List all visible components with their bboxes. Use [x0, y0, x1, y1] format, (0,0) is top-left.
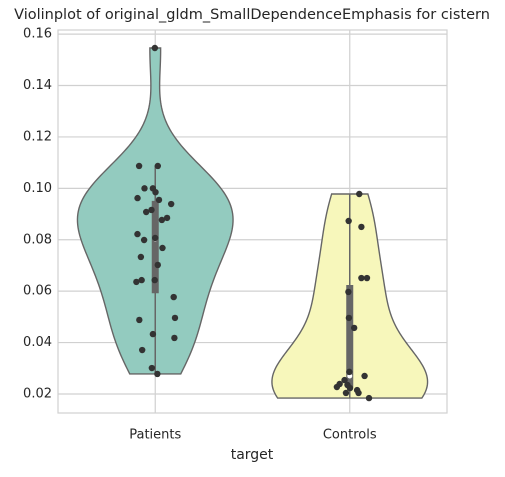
strip-point — [356, 190, 363, 198]
strip-point — [148, 206, 155, 214]
strip-point — [136, 316, 143, 324]
strip-point — [358, 274, 365, 282]
strip-point — [346, 384, 354, 392]
strip-point — [151, 44, 159, 52]
strip-point — [345, 314, 353, 322]
strip-point — [365, 394, 373, 402]
strip-point — [358, 223, 365, 231]
strip-point — [152, 188, 159, 196]
strip-point — [142, 208, 150, 216]
strip-point — [363, 274, 371, 282]
strip-point — [341, 376, 348, 384]
y-tick-label: 0.16 — [23, 27, 52, 42]
x-tick-label: Patients — [129, 428, 181, 443]
strip-point — [151, 276, 158, 284]
y-tick-label: 0.14 — [23, 78, 52, 93]
strip-point — [141, 185, 148, 192]
strip-point — [350, 324, 358, 332]
strip-point — [149, 330, 157, 338]
strip-point — [140, 236, 148, 244]
strip-point — [154, 370, 161, 378]
strip-point — [333, 383, 341, 391]
strip-point — [133, 278, 140, 286]
strip-point — [345, 217, 352, 225]
strip-point — [134, 194, 141, 202]
strip-point — [151, 234, 159, 242]
strip-point — [342, 389, 350, 397]
strip-point — [155, 196, 163, 204]
strip-point — [154, 261, 161, 269]
strip-point — [158, 216, 166, 224]
strip-point — [138, 346, 146, 354]
y-tick-label: 0.12 — [23, 129, 52, 144]
strip-point — [171, 314, 179, 322]
y-tick-label: 0.06 — [23, 284, 52, 299]
strip-point — [170, 293, 177, 301]
y-tick-label: 0.08 — [23, 232, 52, 247]
y-tick-label: 0.02 — [23, 386, 52, 401]
chart-title: Violinplot of original_gldm_SmallDepende… — [14, 7, 490, 23]
strip-point — [361, 372, 368, 380]
plot-frame — [57, 29, 448, 414]
strip-point — [137, 253, 145, 261]
strip-point — [345, 288, 352, 296]
x-axis-label: target — [231, 447, 274, 463]
strip-point — [154, 162, 162, 170]
y-tick-label: 0.10 — [23, 181, 52, 196]
strip-point — [135, 162, 143, 170]
strip-point — [171, 334, 178, 342]
strip-point — [138, 276, 145, 284]
x-tick-label: Controls — [323, 428, 377, 443]
strip-point — [167, 200, 175, 208]
strip-point — [134, 230, 141, 238]
strip-point — [346, 368, 353, 376]
strip-point — [163, 214, 171, 222]
y-tick-label: 0.04 — [23, 335, 52, 350]
strip-point — [159, 244, 166, 252]
strip-point — [355, 389, 362, 397]
strip-point — [148, 364, 156, 372]
